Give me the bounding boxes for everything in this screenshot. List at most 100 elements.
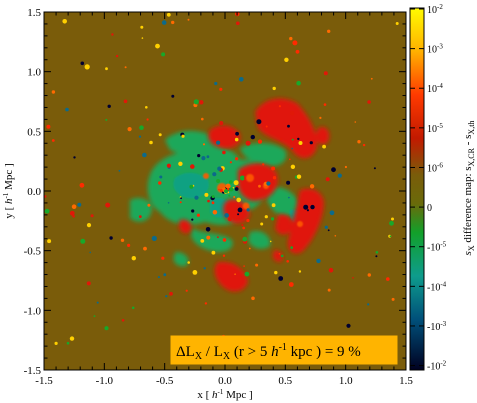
speckle [105, 67, 108, 71]
speckle [51, 90, 56, 94]
speckle [298, 141, 303, 145]
speckle [331, 167, 336, 173]
speckle [219, 121, 224, 126]
speckle [158, 181, 162, 185]
speckle [171, 20, 175, 25]
speckle [367, 273, 371, 277]
x-axis-ticks [43, 12, 407, 370]
speckle [324, 225, 328, 229]
speckle [214, 81, 218, 86]
speckle [145, 106, 148, 109]
colorbar-tick-label: 10-5 [427, 122, 443, 135]
speckle [245, 140, 251, 146]
speckle [72, 215, 75, 218]
speckle [272, 176, 277, 180]
speckle [395, 22, 399, 25]
speckle [295, 49, 300, 54]
speckle [159, 175, 163, 179]
speckle [234, 187, 239, 191]
speckle [105, 118, 108, 121]
speckle [266, 181, 271, 186]
speckle [109, 236, 113, 240]
speckle [233, 180, 239, 186]
speckle [219, 87, 223, 91]
speckle [303, 204, 309, 210]
speckle [352, 277, 354, 279]
speckle [140, 25, 144, 29]
speckle [291, 147, 294, 150]
colorbar-tick-labels: 10-2 10-3 10-4 10-5 10-6 0 -10-5 -10-4 -10-3 -10-… [427, 3, 447, 373]
speckle [290, 111, 295, 116]
speckle [241, 224, 244, 227]
speckle [291, 138, 294, 141]
speckle [357, 140, 361, 144]
speckle [234, 137, 239, 142]
speckle [199, 100, 204, 105]
speckle [73, 156, 76, 159]
speckle [316, 258, 321, 264]
speckle [211, 250, 216, 255]
speckle [292, 40, 298, 46]
speckle [131, 256, 136, 261]
x-tick-label: -0.5 [156, 375, 174, 387]
speckle [232, 186, 235, 189]
speckle [51, 139, 55, 142]
speckle [44, 195, 47, 198]
speckle [191, 218, 194, 221]
speckle [279, 137, 283, 141]
speckle [278, 276, 284, 281]
speckle [205, 227, 211, 232]
speckle [169, 291, 173, 296]
speckle [327, 288, 331, 292]
colorbar-tick-label: -10-5 [427, 241, 447, 254]
speckle [206, 235, 211, 240]
speckle [246, 218, 250, 223]
speckle [84, 64, 90, 70]
y-axis-label: y [ h-1 Mpc ] [2, 163, 15, 218]
speckle [310, 204, 315, 210]
colorbar-ticks [410, 8, 424, 367]
speckle [187, 18, 190, 21]
speckle [217, 236, 219, 239]
speckle [93, 315, 96, 317]
luminosity-annotation: ΔLX / LX (r > 5 h-1 kpc ) = 9 % [170, 335, 398, 365]
speckle [236, 197, 241, 203]
speckle [375, 251, 379, 254]
speckle [258, 184, 261, 188]
speckle [250, 134, 255, 140]
speckle [212, 210, 218, 215]
speckle [239, 77, 244, 82]
speckle [328, 267, 334, 273]
speckle [157, 276, 160, 279]
speckle [370, 77, 373, 80]
speckle [260, 222, 264, 226]
speckle [224, 213, 229, 218]
speckle [306, 209, 309, 212]
strong-positive-cores [203, 173, 303, 227]
speckle [354, 121, 357, 123]
speckle [161, 52, 166, 57]
speckle [229, 161, 232, 164]
speckle [309, 184, 315, 189]
speckle [323, 71, 328, 76]
speckle [201, 117, 204, 121]
speckle [194, 195, 199, 200]
speckle [203, 267, 206, 270]
speckle [131, 306, 135, 310]
speckle [139, 125, 144, 130]
colorbar-tick-label: -10-4 [427, 280, 447, 293]
speckle [255, 263, 259, 267]
speckle [237, 207, 243, 213]
x-tick-label: -1.5 [35, 375, 53, 387]
speckle [367, 100, 371, 104]
speckle [197, 154, 201, 158]
y-tick-label: 0.5 [27, 126, 41, 138]
speckle [325, 177, 330, 182]
speckle [163, 273, 167, 277]
x-tick-label: 0.5 [278, 375, 292, 387]
speckle [178, 161, 183, 166]
speckle [243, 265, 245, 267]
speckle [274, 270, 278, 275]
speckle [222, 254, 226, 257]
speckle [193, 99, 199, 105]
